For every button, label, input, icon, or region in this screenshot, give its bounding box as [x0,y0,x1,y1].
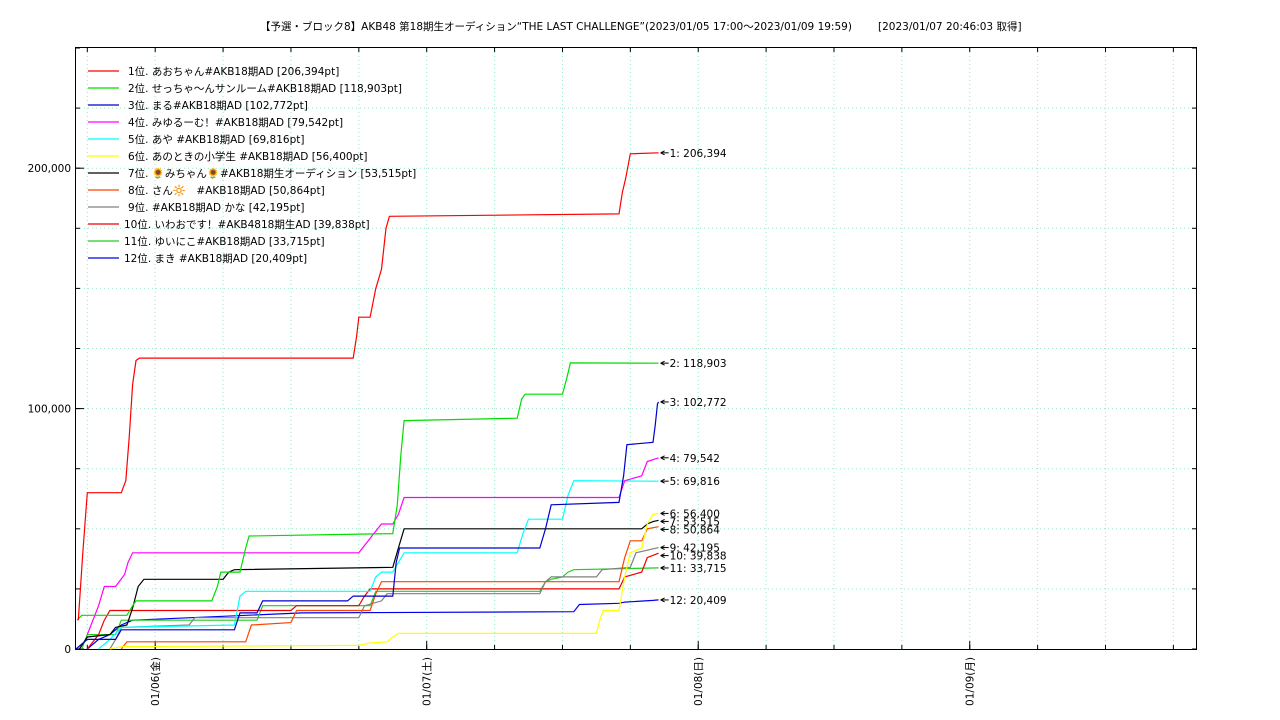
end-label-text: 5: 69,816 [670,476,721,488]
series-line-11 [81,567,659,650]
end-arrow-head [660,360,665,366]
end-label-11: 11: 33,715 [660,563,727,575]
end-label-text: 10: 39,838 [670,551,727,563]
legend-label: 8位. さん🔆 #AKB18期AD [50,864pt] [128,184,325,197]
end-arrow-head [660,545,665,551]
legend-item-5: 5位. あや #AKB18期AD [69,816pt] [88,133,304,146]
y-tick-label: 0 [64,644,71,656]
series-line-1 [77,152,659,621]
legend-label: 2位. せっちゃ〜んサンルーム#AKB18期AD [118,903pt] [128,82,402,95]
end-label-text: 9: 42,195 [670,543,720,555]
end-label-6: 6: 56,400 [660,508,720,520]
series-line-5 [98,480,659,650]
end-label-1: 1: 206,394 [660,148,727,160]
end-label-5: 5: 69,816 [660,476,721,488]
legend-item-6: 6位. あのときの小学生 #AKB18期AD [56,400pt] [88,150,367,163]
end-label-4: 4: 79,542 [660,453,720,465]
series-line-3 [75,401,660,650]
end-arrow-head [660,150,665,156]
legend-label: 10位. いわおです！#AKB4818期生AD [39,838pt] [124,218,370,231]
x-tick-label: 01/07(土) [421,657,434,706]
x-tick-label: 01/06(金) [149,657,162,706]
chart-title: 【予選・ブロック8】AKB48 第18期生オーディション“THE LAST CH… [260,20,852,33]
end-label-text: 11: 33,715 [670,563,727,575]
legend-item-12: 12位. まき #AKB18期AD [20,409pt] [88,252,307,265]
y-tick-label: 200,000 [28,163,71,175]
end-label-9: 9: 42,195 [660,543,720,555]
end-arrow-head [660,597,665,603]
series-line-2 [76,362,659,621]
legend-item-11: 11位. ゆいにこ#AKB18期AD [33,715pt] [88,235,325,248]
end-arrow-head [660,518,665,524]
end-label-10: 10: 39,838 [660,551,727,563]
legend-item-9: 9位. #AKB18期AD かな [42,195pt] [88,201,304,214]
legend-label: 4位. みゆるーむ！#AKB18期AD [79,542pt] [128,116,343,129]
end-arrow-head [660,478,665,484]
legend-label: 11位. ゆいにこ#AKB18期AD [33,715pt] [124,235,325,248]
end-label-12: 12: 20,409 [660,595,727,607]
legend-label: 12位. まき #AKB18期AD [20,409pt] [124,252,307,265]
chart-retrieved: [2023/01/07 20:46:03 取得] [878,21,1022,33]
end-label-text: 6: 56,400 [670,508,720,520]
y-tick-label: 100,000 [28,404,71,416]
end-label-3: 3: 102,772 [660,397,727,409]
end-label-text: 8: 50,864 [670,524,721,536]
end-label-text: 12: 20,409 [670,595,727,607]
x-tick-label: 01/08(日) [693,657,705,706]
series-line-4 [86,457,659,635]
x-tick-label: 01/09(月) [965,657,977,706]
end-arrow-head [660,565,665,571]
end-arrow-head [660,510,665,516]
plot-frame [75,47,1197,650]
legend-label: 6位. あのときの小学生 #AKB18期AD [56,400pt] [128,150,367,163]
end-label-text: 3: 102,772 [670,397,727,409]
series-line-9 [109,547,659,650]
legend: 1位. あおちゃん#AKB18期AD [206,394pt] 2位. せっちゃ〜ん… [88,65,416,265]
end-arrow-head [660,455,665,461]
legend-item-2: 2位. せっちゃ〜んサンルーム#AKB18期AD [118,903pt] [88,82,402,95]
legend-item-3: 3位. まる#AKB18期AD [102,772pt] [88,99,308,112]
legend-item-10: 10位. いわおです！#AKB4818期生AD [39,838pt] [88,218,370,231]
end-label-text: 2: 118,903 [670,358,727,370]
axes: 0 100,000 200,000 01/06(金) 01/07(土) 01/08(日) 0… [28,47,1196,706]
legend-label: 9位. #AKB18期AD かな [42,195pt] [128,201,304,214]
end-label-text: 1: 206,394 [670,148,727,160]
end-label-8: 8: 50,864 [660,524,721,536]
legend-item-1: 1位. あおちゃん#AKB18期AD [206,394pt] [88,65,339,78]
legend-label: 3位. まる#AKB18期AD [102,772pt] [128,99,308,112]
end-arrow-head [660,399,665,405]
legend-label: 1位. あおちゃん#AKB18期AD [206,394pt] [128,65,339,78]
series-line-8 [120,526,659,650]
end-arrow-head [660,553,665,559]
end-label-text: 7: 53,515 [670,516,720,528]
legend-label: 5位. あや #AKB18期AD [69,816pt] [128,133,304,146]
legend-item-7: 7位. 🌻みちゃん🌻#AKB18期生オーディション [53,515pt] [88,167,416,180]
legend-item-4: 4位. みゆるーむ！#AKB18期AD [79,542pt] [88,116,343,129]
end-label-7: 7: 53,515 [660,516,720,528]
grid [76,48,1196,649]
legend-item-8: 8位. さん🔆 #AKB18期AD [50,864pt] [88,184,325,197]
end-label-2: 2: 118,903 [660,358,727,370]
series-line-10 [86,552,659,650]
end-arrow-head [660,526,665,532]
legend-label: 7位. 🌻みちゃん🌻#AKB18期生オーディション [53,515pt] [128,167,416,180]
series-layer: 1: 206,394 2: 118,903 3: 102,772 4: 79,542 5… [75,148,727,650]
series-line-7 [78,519,659,650]
end-label-text: 4: 79,542 [670,453,720,465]
series-line-6 [109,512,659,650]
